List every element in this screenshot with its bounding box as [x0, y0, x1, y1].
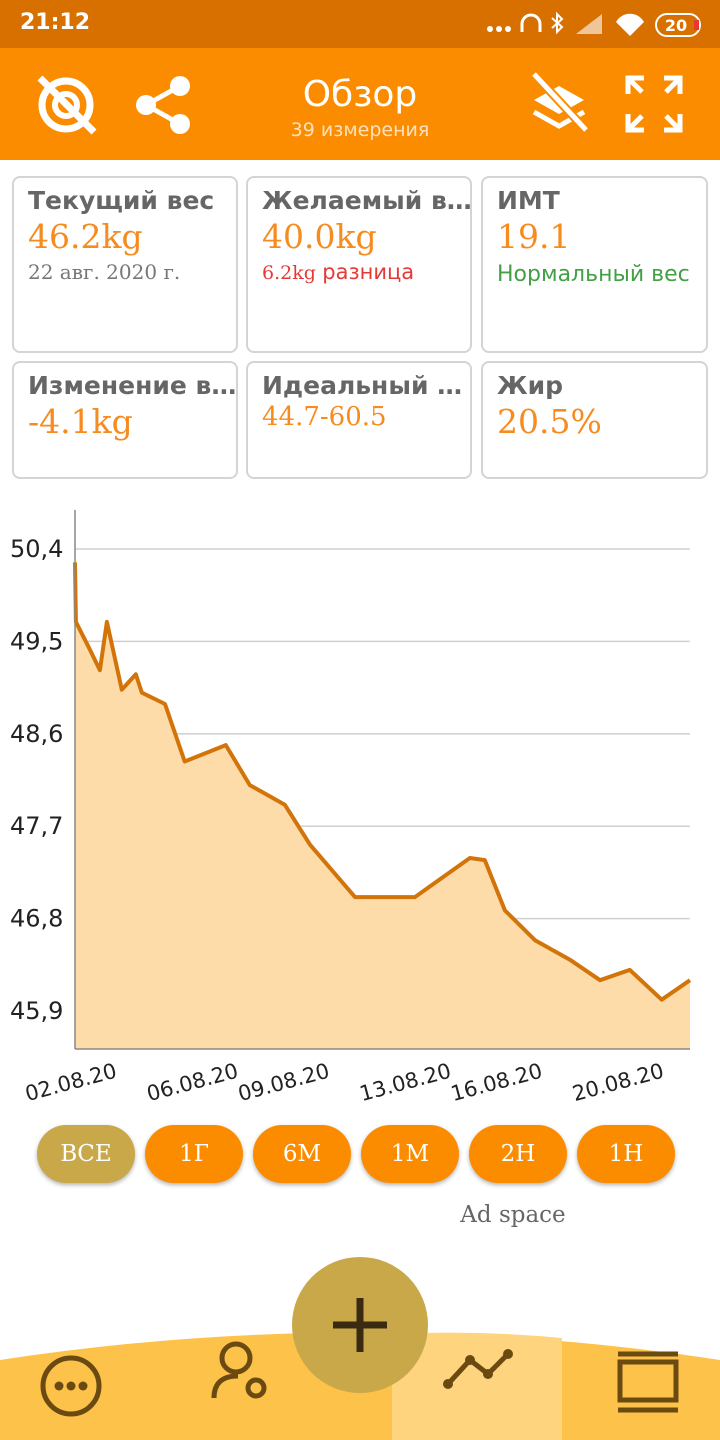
measurement-count: 39 измерения	[290, 119, 430, 141]
card-label: Текущий вес	[28, 186, 215, 215]
y-tick-label: 47,7	[10, 812, 63, 840]
toolbar: Обзор 39 измерения	[0, 48, 720, 160]
x-tick-label: 16.08.20	[448, 1059, 545, 1106]
card-bmi[interactable]: ИМТ 19.1 Нормальный вес	[481, 176, 708, 353]
x-tick-label: 02.08.20	[23, 1059, 120, 1106]
card-current-weight[interactable]: Текущий вес 46.2kg 22 авг. 2020 г.	[12, 176, 238, 353]
battery-level: 20	[665, 16, 687, 35]
card-value: -4.1kg	[28, 402, 133, 441]
x-tick-label: 09.08.20	[235, 1059, 332, 1106]
card-value: 19.1	[497, 217, 571, 256]
card-ideal-weight[interactable]: Идеальный … 44.7-60.5	[246, 361, 472, 479]
range-button[interactable]: 2Н	[469, 1125, 567, 1183]
range-button[interactable]: 1Н	[577, 1125, 675, 1183]
bottom-navigation	[0, 1257, 720, 1440]
card-value: 40.0kg	[262, 217, 377, 256]
x-tick-label: 20.08.20	[570, 1059, 667, 1106]
x-tick-label: 06.08.20	[144, 1059, 241, 1106]
y-tick-label: 48,6	[10, 720, 63, 748]
screen-title: Обзор	[302, 74, 418, 115]
hide-goal-button[interactable]	[30, 70, 106, 140]
range-button[interactable]: ВСЕ	[37, 1125, 135, 1183]
status-icons: 20	[487, 11, 701, 37]
ad-placeholder: Ad space	[460, 1202, 566, 1228]
card-label: Жир	[497, 371, 564, 400]
menu-tab[interactable]	[40, 1355, 102, 1417]
area	[75, 562, 690, 1049]
card-weight-change[interactable]: Изменение в… -4.1kg	[12, 361, 238, 479]
card-difference: 6.2kg	[262, 262, 316, 284]
card-value: 46.2kg	[28, 217, 143, 256]
y-tick-label: 45,9	[10, 997, 63, 1025]
card-label: Идеальный …	[262, 371, 463, 400]
card-value: 20.5%	[497, 402, 602, 441]
add-button[interactable]	[292, 1257, 428, 1393]
fullscreen-button[interactable]	[624, 74, 684, 134]
card-label: Желаемый в…	[262, 186, 472, 215]
clock: 21:12	[20, 10, 91, 35]
weight-line	[73, 562, 692, 1002]
card-fat[interactable]: Жир 20.5%	[481, 361, 708, 479]
card-note: Нормальный вес	[497, 262, 690, 287]
range-button[interactable]: 1Г	[145, 1125, 243, 1183]
card-label: Изменение в…	[28, 371, 237, 400]
range-button[interactable]: 1М	[361, 1125, 459, 1183]
list-tab[interactable]	[617, 1351, 679, 1413]
card-note: разница	[322, 260, 415, 284]
card-label: ИМТ	[497, 186, 560, 215]
card-note: 22 авг. 2020 г.	[28, 260, 181, 284]
status-bar: 21:12 20	[0, 0, 720, 48]
range-button[interactable]: 6М	[253, 1125, 351, 1183]
chart-tab[interactable]	[443, 1349, 513, 1389]
layers-off-button[interactable]	[526, 70, 592, 136]
profile-tab[interactable]	[211, 1341, 267, 1399]
y-tick-label: 50,4	[10, 535, 63, 563]
y-tick-label: 49,5	[10, 627, 63, 655]
weight-chart: 50,4 49,5 48,6 47,7 46,8 45,9 02.08.20 06.08.20…	[10, 510, 692, 1106]
x-tick-label: 13.08.20	[357, 1059, 454, 1106]
card-target-weight[interactable]: Желаемый в… 40.0kg 6.2kg разница	[246, 176, 472, 353]
y-tick-label: 46,8	[10, 905, 63, 933]
share-button[interactable]	[134, 74, 194, 136]
card-value: 44.7-60.5	[262, 402, 387, 432]
